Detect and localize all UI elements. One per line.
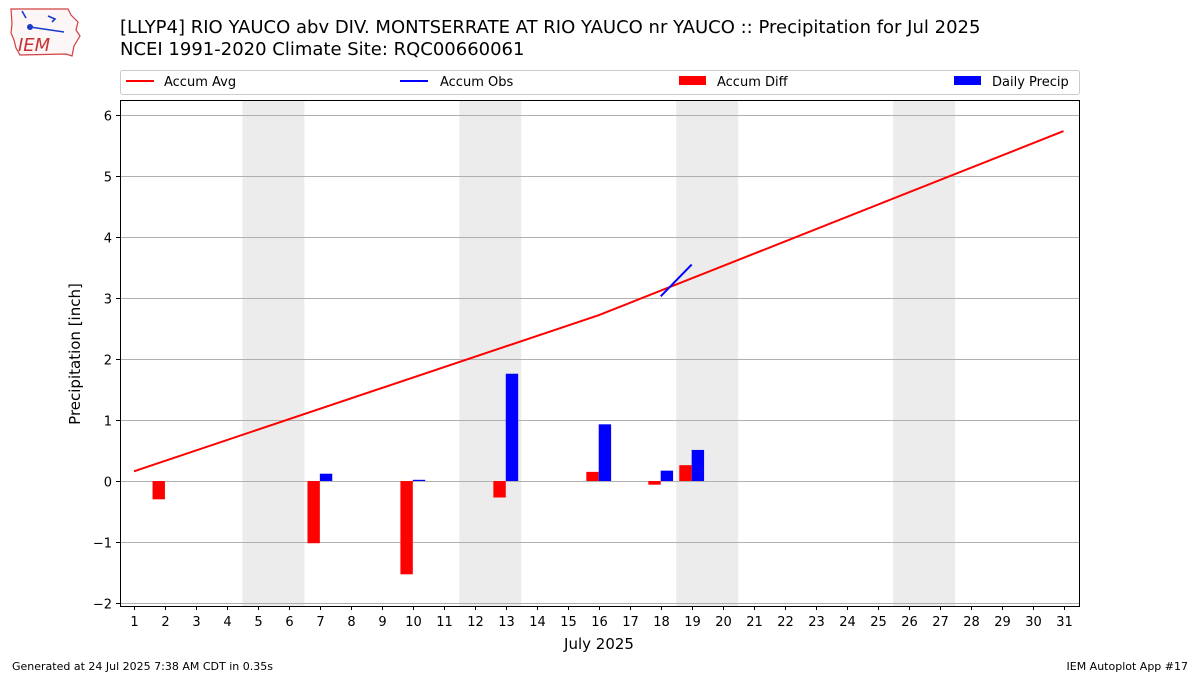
- x-tick-label: 14: [529, 615, 546, 630]
- x-tick-label: 24: [839, 615, 856, 630]
- x-tick-label: 21: [746, 615, 763, 630]
- x-tick-label: 18: [653, 615, 670, 630]
- x-tick-label: 9: [378, 615, 386, 630]
- x-tick-label: 5: [254, 615, 262, 630]
- daily-precip-bar: [691, 449, 705, 482]
- daily-precip-bar: [598, 424, 612, 482]
- iowa-outline-shape: [10, 8, 81, 57]
- daily-precip-bar: [319, 473, 333, 482]
- x-tick-label: 4: [223, 615, 231, 630]
- accum-avg-line: [133, 130, 1064, 473]
- app-credit: IEM Autoplot App #17: [1066, 660, 1189, 673]
- y-tick-label: 3: [104, 293, 112, 308]
- daily-precip-bar: [412, 479, 426, 482]
- accum-diff-bar: [648, 481, 661, 485]
- x-tick-label: 26: [901, 615, 918, 630]
- x-tick-label: 8: [347, 615, 355, 630]
- y-tick-label: 0: [104, 476, 112, 491]
- accum-diff-bar: [679, 465, 692, 482]
- daily-precip-bar: [505, 373, 519, 482]
- y-tick-label: 4: [104, 232, 112, 247]
- y-tick-label: −1: [93, 537, 112, 552]
- legend-accum-diff-swatch: [679, 76, 706, 85]
- x-tick-label: 12: [467, 615, 484, 630]
- weekend-shade: [676, 100, 739, 606]
- x-tick-label: 30: [1025, 615, 1042, 630]
- x-tick-label: 2: [161, 615, 169, 630]
- y-tick-label: −2: [93, 598, 112, 613]
- accum-obs-line: [659, 263, 693, 298]
- x-tick-label: 29: [994, 615, 1011, 630]
- weekend-shade: [459, 100, 522, 606]
- iem-logo: IEM: [10, 8, 81, 57]
- x-tick-label: 6: [285, 615, 293, 630]
- x-tick-label: 17: [622, 615, 639, 630]
- weekend-shade: [893, 100, 956, 606]
- x-tick-label: 10: [405, 615, 422, 630]
- weekend-shade: [242, 100, 305, 606]
- legend-box: [120, 70, 1080, 95]
- x-tick-label: 3: [192, 615, 200, 630]
- station-line-icon: [29, 26, 65, 33]
- x-tick-label: 23: [808, 615, 825, 630]
- y-tick-label: 5: [104, 171, 112, 186]
- generated-timestamp: Generated at 24 Jul 2025 7:38 AM CDT in …: [12, 660, 273, 673]
- x-axis-label: July 2025: [563, 635, 634, 653]
- legend-accum-avg-label: Accum Avg: [164, 75, 236, 90]
- y-tick-label: 1: [104, 415, 112, 430]
- accum-diff-bar: [152, 481, 165, 500]
- x-tick-label: 27: [932, 615, 949, 630]
- x-tick-label: 11: [436, 615, 453, 630]
- x-tick-label: 28: [963, 615, 980, 630]
- x-tick-label: 1: [130, 615, 138, 630]
- accum-diff-bar: [493, 481, 506, 498]
- x-tick-label: 22: [777, 615, 794, 630]
- x-tick-label: 16: [591, 615, 608, 630]
- anemometer-icon: [21, 10, 57, 23]
- x-tick-label: 7: [316, 615, 324, 630]
- legend-daily-precip-swatch: [954, 76, 981, 85]
- logo-text: IEM: [18, 35, 51, 56]
- x-tick-label: 25: [870, 615, 887, 630]
- x-tick-label: 19: [684, 615, 701, 630]
- y-tick-label: 2: [104, 354, 112, 369]
- accum-diff-bar: [307, 481, 320, 544]
- y-axis-label: Precipitation [inch]: [66, 283, 84, 425]
- plot-frame: [120, 100, 1080, 607]
- legend-accum-diff-label: Accum Diff: [717, 75, 789, 90]
- accum-diff-bar: [586, 471, 599, 482]
- accum-diff-bar: [400, 481, 413, 575]
- legend-daily-precip-label: Daily Precip: [992, 75, 1069, 90]
- legend: Accum Avg Accum Obs Accum Diff Daily Pre…: [120, 70, 1080, 95]
- x-tick-label: 13: [498, 615, 515, 630]
- y-tick-label: 6: [104, 110, 112, 125]
- chart-title: [LLYP4] RIO YAUCO abv DIV. MONTSERRATE A…: [120, 17, 981, 38]
- daily-precip-bar: [660, 470, 674, 482]
- chart-subtitle: NCEI 1991-2020 Climate Site: RQC00660061: [120, 39, 525, 60]
- x-tick-label: 31: [1056, 615, 1073, 630]
- x-tick-label: 15: [560, 615, 577, 630]
- legend-accum-obs-label: Accum Obs: [440, 75, 513, 90]
- x-tick-label: 20: [715, 615, 732, 630]
